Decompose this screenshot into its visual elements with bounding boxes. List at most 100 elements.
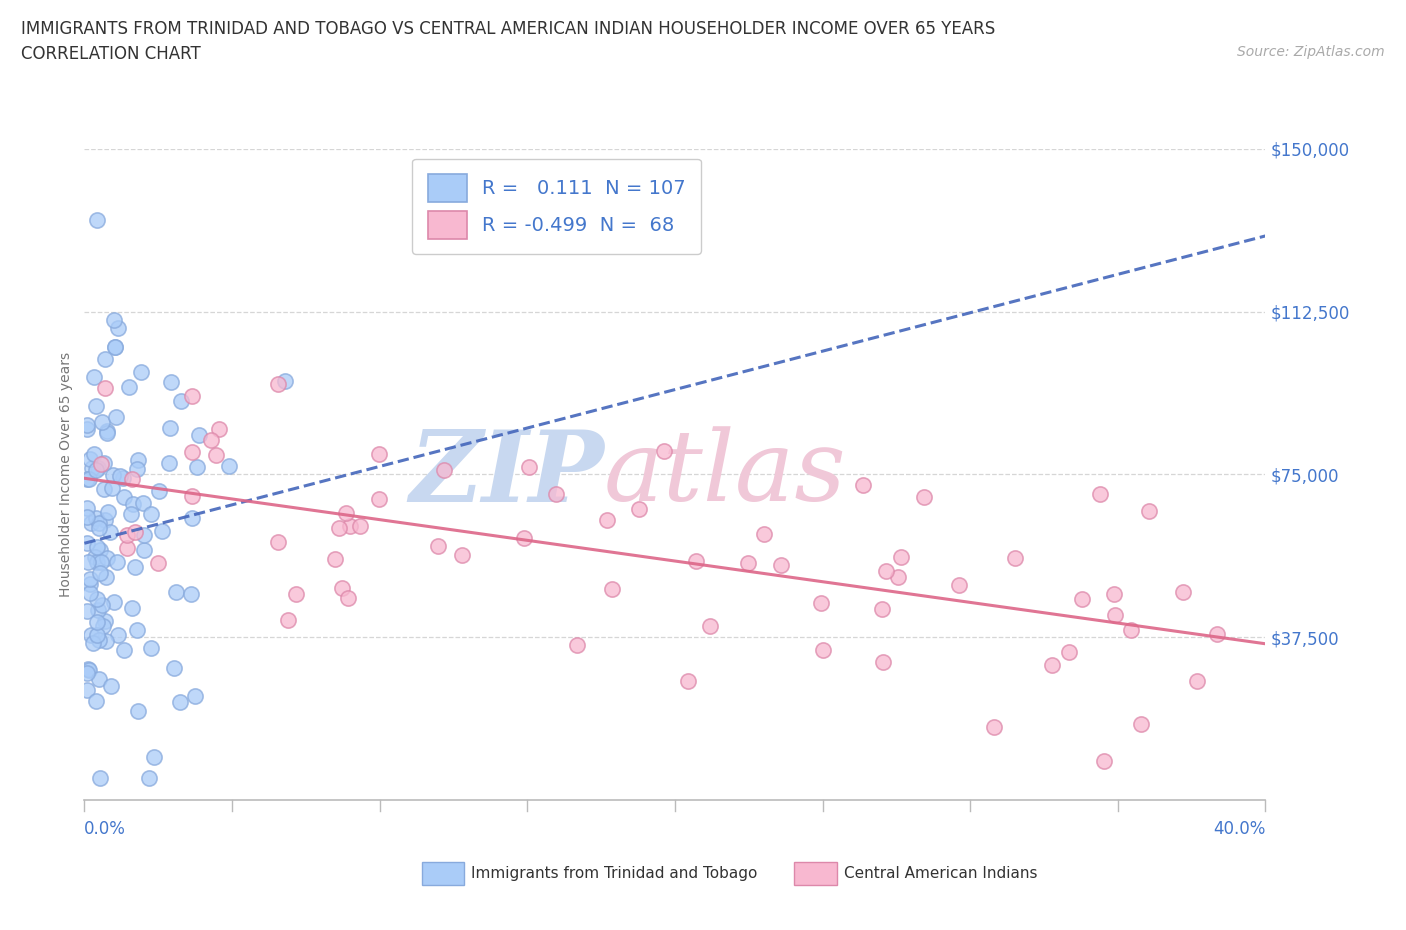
Point (76, 666, 98, 681)
Point (1057, 644, 1080, 659)
Point (108, 469, 131, 484)
Point (90, 457, 112, 472)
Point (1171, 585, 1194, 600)
Point (90, 598, 112, 613)
Point (91, 619, 114, 634)
Point (93, 455, 115, 470)
Point (339, 518, 361, 533)
Point (159, 420, 181, 435)
Point (565, 637, 588, 652)
Point (277, 613, 299, 628)
Point (83, 369, 105, 384)
Point (76, 536, 98, 551)
Point (127, 623, 149, 638)
Point (769, 558, 792, 573)
Point (1129, 717, 1152, 732)
Point (93, 481, 115, 496)
Point (752, 526, 775, 541)
Point (94, 512, 117, 527)
Point (76, 500, 98, 515)
Point (94, 614, 117, 629)
Point (76, 661, 98, 676)
Point (513, 531, 536, 546)
Point (89, 771, 111, 786)
Point (142, 750, 165, 764)
Y-axis label: Householder Income Over 65 years: Householder Income Over 65 years (59, 352, 73, 597)
Point (124, 525, 146, 539)
Point (112, 471, 135, 485)
Point (685, 554, 707, 569)
Point (89, 542, 111, 557)
Point (1121, 622, 1143, 637)
Point (349, 518, 371, 533)
Point (426, 538, 449, 553)
Point (80, 516, 103, 531)
Point (1104, 607, 1126, 622)
Text: 0.0%: 0.0% (84, 820, 127, 838)
Point (96, 551, 118, 565)
Point (157, 456, 180, 471)
Point (872, 654, 894, 669)
Point (105, 554, 128, 569)
Point (170, 393, 193, 408)
Point (89, 565, 111, 580)
Point (810, 595, 832, 610)
Point (948, 578, 970, 592)
Point (433, 463, 456, 478)
Point (127, 704, 149, 719)
Point (132, 543, 155, 558)
Point (451, 548, 474, 563)
Point (163, 661, 186, 676)
Point (218, 458, 240, 473)
Text: ZIP: ZIP (409, 426, 605, 523)
Point (138, 771, 160, 786)
Point (600, 581, 623, 596)
Point (86, 591, 108, 606)
Point (166, 585, 188, 600)
Point (875, 564, 897, 578)
Point (77, 554, 100, 569)
Point (129, 365, 152, 379)
Legend: R =   0.111  N = 107, R = -0.499  N =  68: R = 0.111 N = 107, R = -0.499 N = 68 (412, 158, 702, 255)
Point (200, 432, 222, 447)
Point (183, 688, 205, 703)
Point (181, 389, 204, 404)
Point (132, 528, 155, 543)
Point (890, 550, 912, 565)
Point (86, 555, 108, 570)
Point (96, 504, 118, 519)
Point (84, 694, 107, 709)
Point (79, 572, 101, 587)
Point (912, 490, 935, 505)
Point (121, 497, 143, 512)
Point (80, 461, 103, 476)
Point (180, 586, 202, 601)
Point (90, 554, 112, 569)
Point (103, 312, 125, 327)
Point (159, 374, 181, 389)
Point (86, 602, 108, 617)
Point (82, 636, 104, 651)
Point (96, 570, 118, 585)
Point (86, 539, 108, 554)
Point (1102, 587, 1125, 602)
Point (115, 527, 138, 542)
Point (367, 492, 389, 507)
Point (169, 695, 191, 710)
Text: Source: ZipAtlas.com: Source: ZipAtlas.com (1237, 45, 1385, 59)
Point (1040, 658, 1063, 672)
Point (186, 460, 208, 475)
Point (94, 380, 117, 395)
Point (335, 506, 357, 521)
Point (83, 446, 105, 461)
Point (87, 521, 110, 536)
Point (117, 379, 139, 394)
Text: IMMIGRANTS FROM TRINIDAD AND TOBAGO VS CENTRAL AMERICAN INDIAN HOUSEHOLDER INCOM: IMMIGRANTS FROM TRINIDAD AND TOBAGO VS C… (21, 20, 995, 38)
Point (596, 512, 619, 527)
Point (98, 525, 121, 539)
Point (208, 421, 231, 436)
Point (652, 444, 675, 458)
Point (101, 480, 124, 495)
Point (887, 570, 910, 585)
Point (79, 577, 101, 591)
